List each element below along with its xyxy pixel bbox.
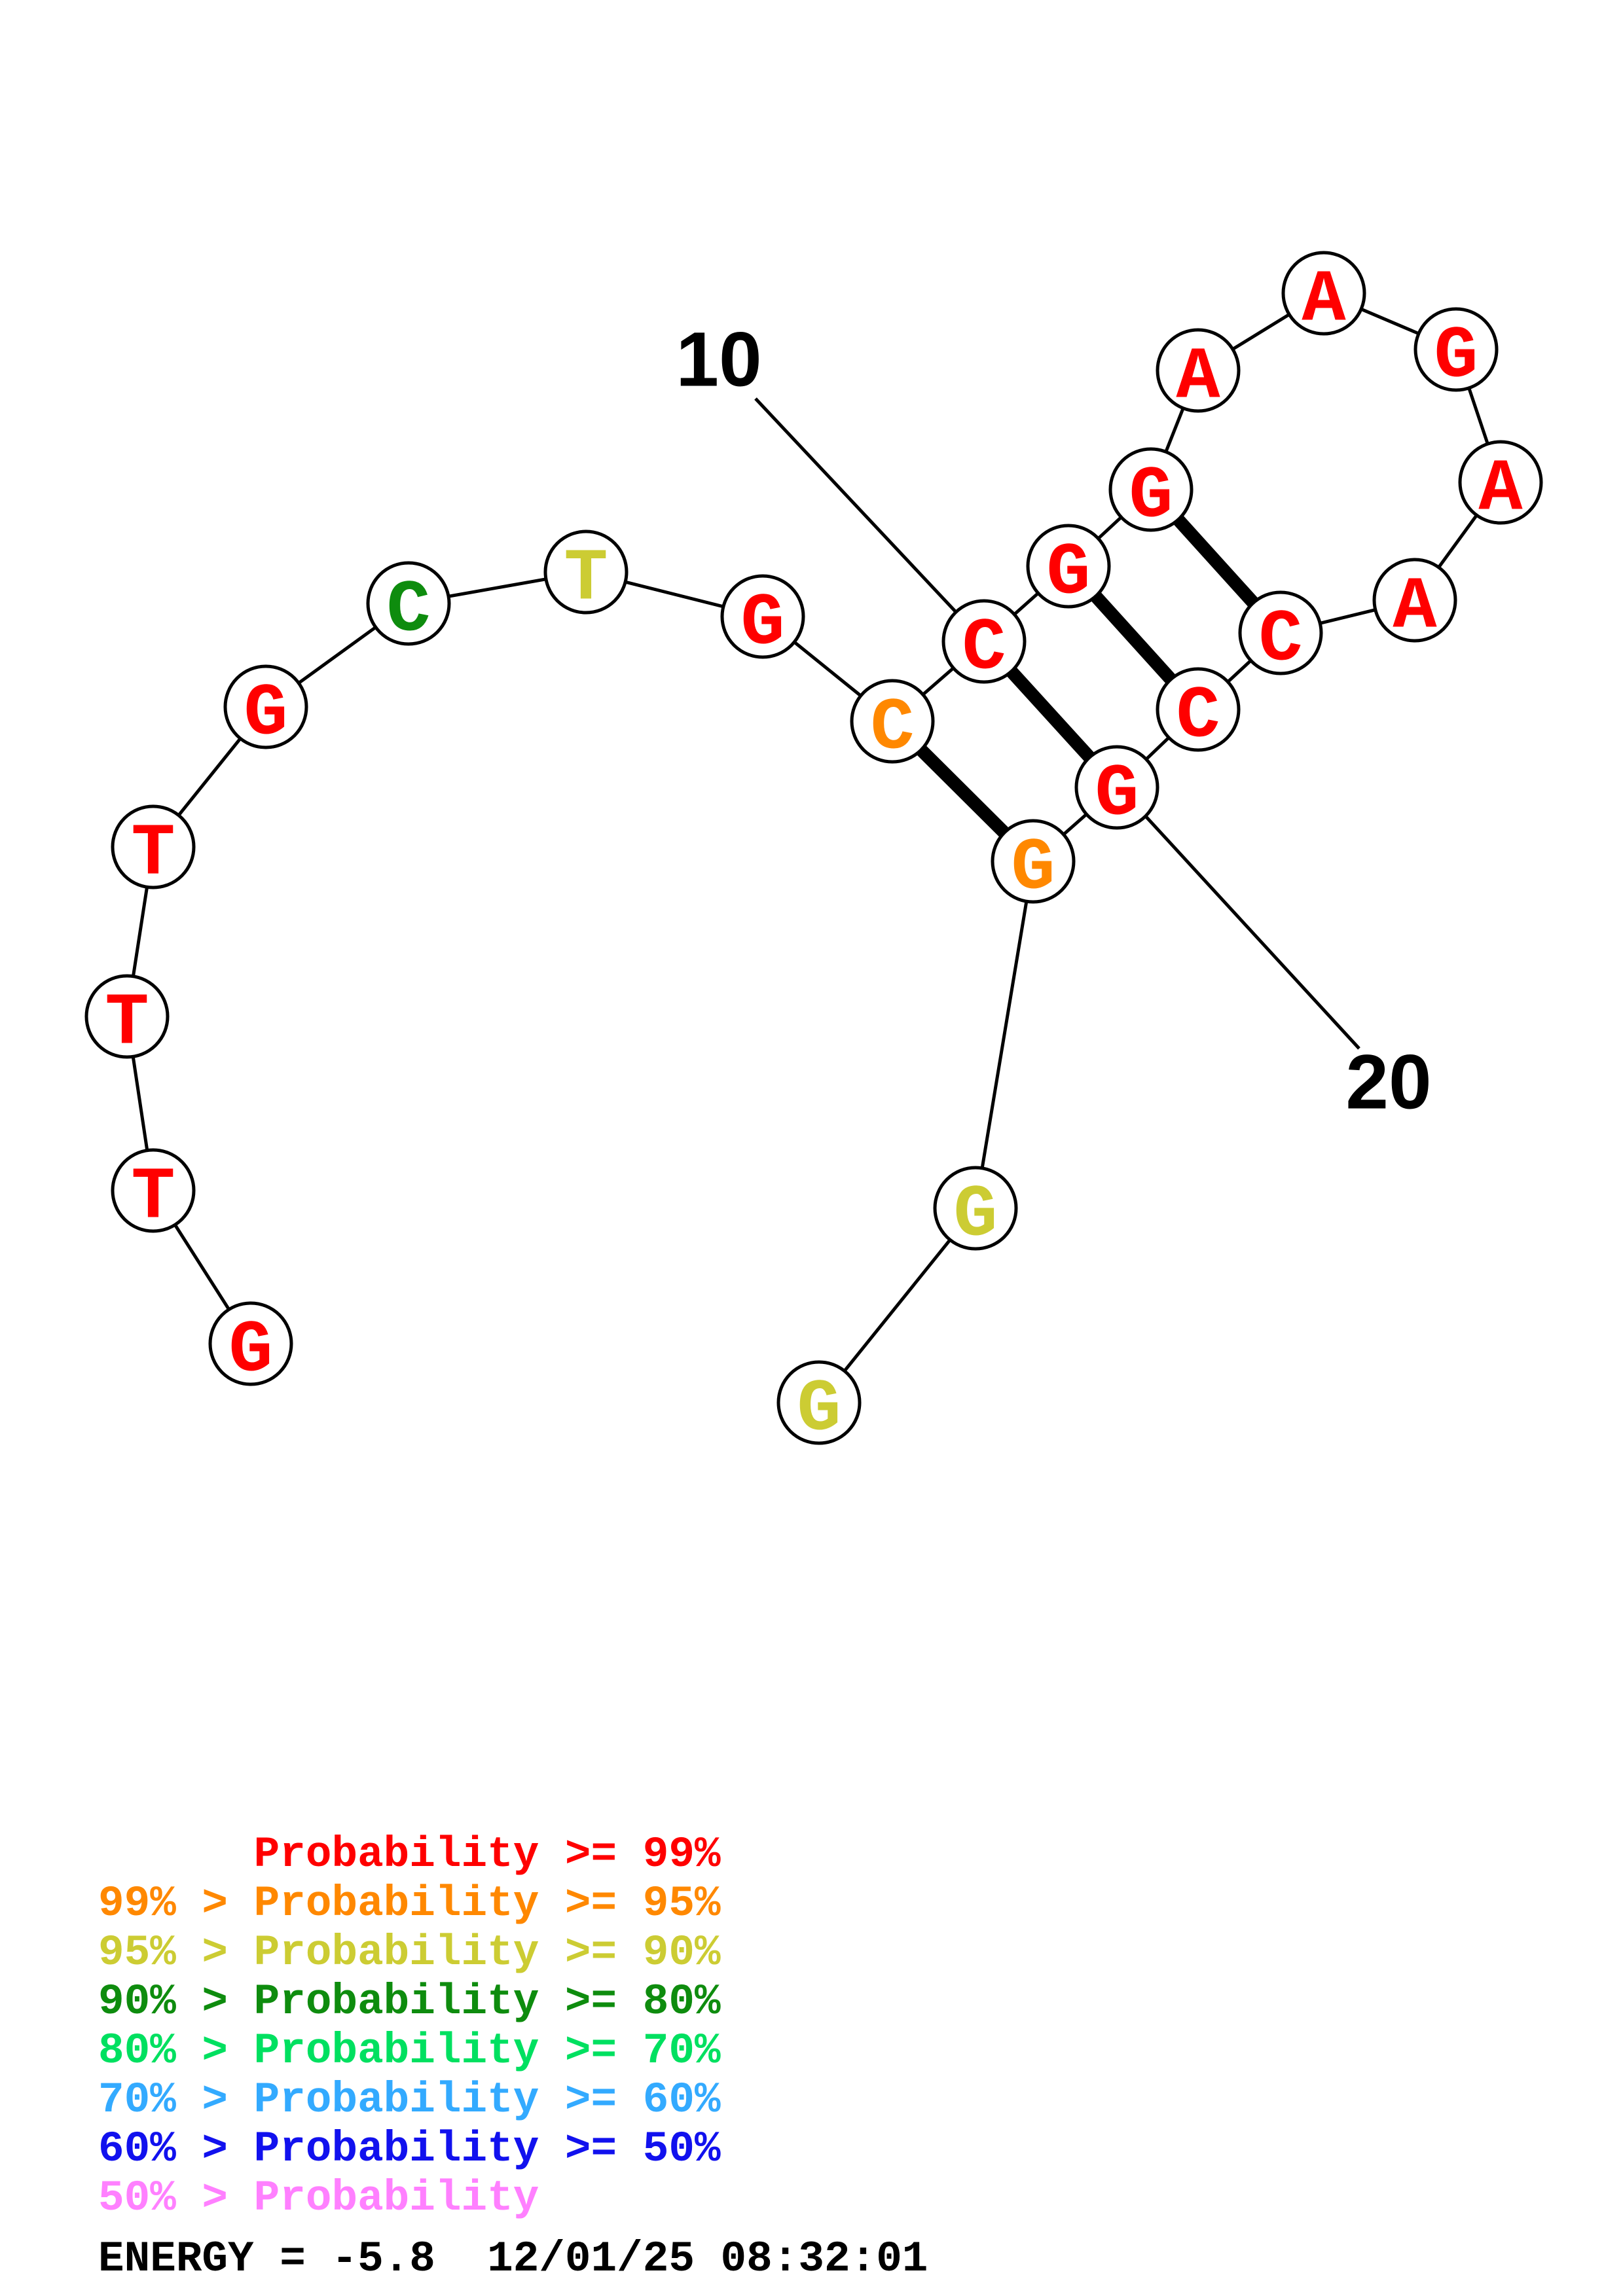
- nucleotide-base: A: [1393, 565, 1437, 649]
- nucleotide-base: A: [1176, 336, 1220, 419]
- nucleotide-base: T: [564, 537, 608, 620]
- legend-item: 80% > Probability >= 70%: [98, 2026, 721, 2075]
- nucleotide-circle: [1372, 558, 1457, 643]
- legend-item: 50% > Probability: [98, 2174, 539, 2223]
- nucleotide-base: G: [1129, 455, 1173, 538]
- legend-item: 60% > Probability >= 50%: [98, 2125, 721, 2174]
- nucleotide-circle: [111, 804, 196, 889]
- legend-item: 90% > Probability >= 80%: [98, 1977, 721, 2026]
- nucleotide-base: A: [1478, 448, 1523, 531]
- nucleotide-circle: [1026, 524, 1111, 609]
- nucleotide-circle: [366, 561, 451, 646]
- nucleotide-circle: [1108, 447, 1194, 532]
- position-leader-line: [1142, 813, 1360, 1050]
- nucleotide-circle: [1156, 667, 1241, 752]
- energy-line: ENERGY = -5.8 12/01/25 08:32:01: [98, 2234, 928, 2284]
- legend-item: 95% > Probability >= 90%: [98, 1928, 721, 1977]
- nucleotide-base: C: [962, 607, 1006, 690]
- position-leader-line: [754, 397, 957, 613]
- legend-item: 99% > Probability >= 95%: [98, 1879, 721, 1928]
- nucleotide-base: G: [953, 1174, 997, 1257]
- nucleotide-circle: [776, 1360, 862, 1445]
- nucleotide-base: T: [105, 982, 149, 1065]
- nucleotide-base: G: [1434, 315, 1478, 398]
- nucleotide-base: G: [1011, 827, 1055, 910]
- nucleotide-circle: [1281, 251, 1366, 336]
- nucleotide-base: C: [1258, 598, 1302, 681]
- nucleotide-circle: [543, 529, 629, 615]
- position-label: 20: [1345, 1039, 1431, 1125]
- position-label: 10: [676, 316, 761, 403]
- nucleotide-base: A: [1302, 259, 1346, 342]
- nucleotide-circle: [1238, 590, 1323, 675]
- nucleotide-base: C: [386, 569, 430, 652]
- nucleotide-circle: [84, 974, 170, 1059]
- nucleotide-base: C: [1176, 675, 1220, 758]
- nucleotide-base: T: [131, 812, 175, 895]
- nucleotide-base: T: [131, 1156, 175, 1239]
- nucleotide-circle: [208, 1301, 293, 1386]
- legend: Probability >= 99% 99% > Probability >= 9…: [98, 1830, 721, 2223]
- nucleotide-base: G: [1046, 531, 1090, 615]
- backbone-segment: [974, 861, 1035, 1209]
- legend-item: Probability >= 99%: [98, 1830, 721, 1879]
- nucleotide-base: G: [244, 672, 287, 755]
- nucleotide-circle: [720, 574, 805, 659]
- nucleotide-circle: [1458, 440, 1543, 525]
- nucleotide-base: C: [870, 687, 914, 770]
- legend-item: 70% > Probability >= 60%: [98, 2075, 721, 2125]
- nucleotide-circle: [941, 599, 1027, 684]
- nucleotide-circle: [111, 1148, 196, 1233]
- nucleotide-circle: [933, 1166, 1018, 1251]
- nucleotide-base: G: [228, 1309, 272, 1392]
- nucleotide-base: G: [797, 1368, 841, 1451]
- nucleotide-circle: [1156, 328, 1241, 413]
- nucleotide-base: G: [740, 582, 784, 665]
- nucleotide-circle: [223, 664, 308, 749]
- nucleotide-circle: [850, 679, 935, 764]
- nucleotide-base: G: [1095, 753, 1139, 836]
- nucleotide-circle: [991, 819, 1076, 904]
- nucleotide-circle: [1074, 745, 1159, 830]
- nucleotide-circle: [1413, 307, 1499, 392]
